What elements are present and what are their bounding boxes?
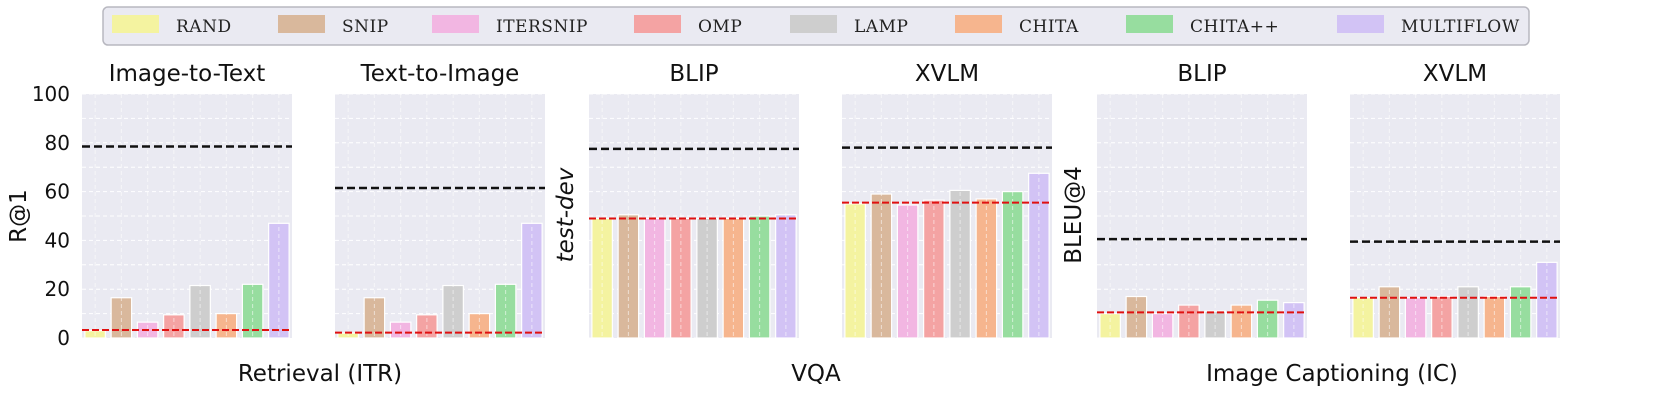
- legend-item-snip: SNIP: [278, 15, 389, 37]
- y-tick-label: 20: [45, 277, 70, 301]
- y-tick-label: 60: [45, 180, 70, 204]
- bar-snip: [1125, 295, 1148, 339]
- bar-omp: [1431, 295, 1453, 339]
- legend-swatch: [1126, 15, 1173, 33]
- group-label: VQA: [791, 361, 841, 387]
- panel-4: XVLM: [842, 61, 1052, 339]
- legend-label: ITERSNIP: [496, 17, 588, 37]
- legend-label: SNIP: [342, 17, 389, 37]
- bar-itersnip: [1404, 297, 1427, 339]
- legend-label: CHITA++: [1190, 17, 1279, 37]
- panel-title: XVLM: [915, 61, 979, 87]
- legend-swatch: [634, 15, 681, 33]
- legend-swatch: [1337, 15, 1384, 33]
- legend-label: LAMP: [854, 17, 908, 37]
- legend-item-chita: CHITA: [955, 15, 1079, 37]
- group-label: Image Captioning (IC): [1206, 361, 1458, 387]
- panel-2: Text-to-Image: [335, 61, 545, 339]
- legend-label: RAND: [176, 17, 232, 37]
- legend-swatch: [955, 15, 1002, 33]
- legend-item-itersnip: ITERSNIP: [432, 15, 588, 37]
- panel-3: BLIP test-dev: [553, 61, 799, 339]
- y-tick-label: 40: [45, 228, 70, 252]
- panel-title: BLIP: [1177, 61, 1226, 87]
- panel-title: Text-to-Image: [360, 61, 520, 87]
- legend-label: OMP: [698, 17, 742, 37]
- bar-snip: [110, 297, 133, 339]
- panel-title: Image-to-Text: [109, 61, 266, 87]
- y-axis-label: test-dev: [553, 167, 579, 262]
- legend-item-omp: OMP: [634, 15, 742, 37]
- y-tick-label: 100: [32, 82, 70, 106]
- legend-swatch: [432, 15, 479, 33]
- panels: Image-to-Text 0 20 40 60 80 100 R@1 Text-to-Imag…: [6, 61, 1560, 350]
- panel-title: XVLM: [1423, 61, 1487, 87]
- y-axis-label: BLEU@4: [1061, 166, 1087, 264]
- legend-swatch: [790, 15, 837, 33]
- legend-item-rand: RAND: [112, 15, 232, 37]
- legend-label: CHITA: [1019, 17, 1079, 37]
- y-tick-label: 80: [45, 131, 70, 155]
- bar-rand: [1352, 297, 1374, 339]
- legend-label: MULTIFLOW: [1401, 17, 1520, 37]
- legend: RAND SNIP ITERSNIP OMP LAMP CHITA CHITA++ MULTI…: [102, 6, 1530, 46]
- bar-chita: [1483, 295, 1506, 339]
- legend-item-chitapp: CHITA++: [1126, 15, 1279, 37]
- legend-swatch: [278, 15, 325, 33]
- bar-chita: [975, 198, 998, 339]
- group-label: Retrieval (ITR): [238, 361, 402, 387]
- panel-1: Image-to-Text 0 20 40 60 80 100 R@1: [6, 61, 292, 350]
- panel-6: XVLM: [1350, 61, 1560, 339]
- y-axis-label: R@1: [6, 189, 32, 243]
- group-labels: Retrieval (ITR) VQA Image Captioning (IC): [238, 361, 1458, 387]
- legend-item-multiflow: MULTIFLOW: [1337, 15, 1520, 37]
- legend-swatch: [112, 15, 159, 33]
- bar-itersnip: [389, 321, 412, 339]
- legend-item-lamp: LAMP: [790, 15, 908, 37]
- panel-5: BLIP BLEU@4: [1061, 61, 1307, 339]
- y-tick-label: 0: [57, 326, 70, 350]
- panel-title: BLIP: [669, 61, 718, 87]
